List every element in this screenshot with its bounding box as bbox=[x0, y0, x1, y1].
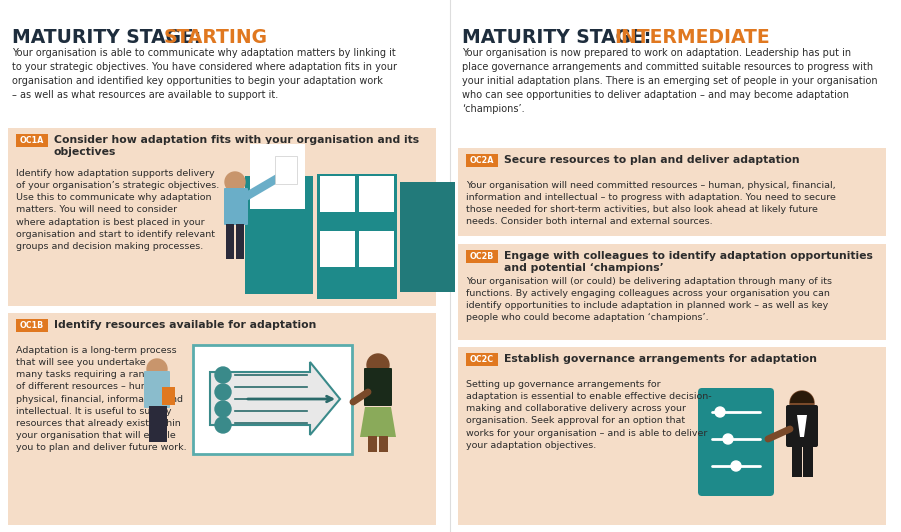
Circle shape bbox=[790, 391, 814, 415]
Text: Your organisation will (or could) be delivering adaptation through many of its
f: Your organisation will (or could) be del… bbox=[466, 277, 832, 322]
Circle shape bbox=[215, 384, 231, 400]
Bar bbox=[400, 182, 455, 292]
FancyBboxPatch shape bbox=[364, 368, 392, 406]
Bar bbox=[162, 387, 175, 405]
Bar bbox=[359, 176, 394, 212]
Bar bbox=[245, 176, 313, 294]
Circle shape bbox=[225, 172, 245, 192]
Text: Your organisation is able to communicate why adaptation matters by linking it
to: Your organisation is able to communicate… bbox=[12, 48, 397, 100]
Bar bbox=[458, 244, 886, 340]
Bar bbox=[466, 353, 498, 366]
Text: OC2A: OC2A bbox=[469, 156, 495, 165]
Bar bbox=[275, 156, 297, 184]
Bar bbox=[466, 250, 498, 263]
Text: INTERMEDIATE: INTERMEDIATE bbox=[614, 28, 769, 47]
Text: MATURITY STAGE:: MATURITY STAGE: bbox=[462, 28, 658, 47]
Circle shape bbox=[731, 461, 741, 471]
Text: Your organisation will need committed resources – human, physical, financial,
in: Your organisation will need committed re… bbox=[466, 181, 836, 227]
Bar bbox=[320, 231, 355, 267]
Text: OC2C: OC2C bbox=[470, 355, 494, 364]
FancyBboxPatch shape bbox=[193, 345, 352, 454]
Polygon shape bbox=[797, 415, 807, 437]
Text: Identify how adaptation supports delivery
of your organisation’s strategic objec: Identify how adaptation supports deliver… bbox=[16, 169, 219, 251]
Text: Engage with colleagues to identify adaptation opportunities
and potential ‘champ: Engage with colleagues to identify adapt… bbox=[504, 251, 873, 272]
FancyBboxPatch shape bbox=[224, 188, 248, 225]
Text: Adaptation is a long-term process
that will see you undertake
many tasks requiri: Adaptation is a long-term process that w… bbox=[16, 346, 187, 452]
Bar bbox=[379, 436, 388, 452]
Text: Consider how adaptation fits with your organisation and its
objectives: Consider how adaptation fits with your o… bbox=[54, 135, 419, 156]
Circle shape bbox=[215, 401, 231, 417]
FancyBboxPatch shape bbox=[786, 405, 818, 447]
FancyBboxPatch shape bbox=[144, 371, 170, 408]
Polygon shape bbox=[210, 362, 340, 435]
Circle shape bbox=[723, 434, 733, 444]
Bar bbox=[16, 134, 48, 147]
Polygon shape bbox=[360, 407, 396, 437]
Bar bbox=[320, 176, 355, 212]
Bar bbox=[250, 144, 305, 209]
Bar bbox=[359, 231, 394, 267]
Bar bbox=[458, 347, 886, 525]
Bar bbox=[8, 128, 436, 306]
Bar bbox=[149, 406, 158, 442]
Text: OC2B: OC2B bbox=[469, 252, 494, 261]
Wedge shape bbox=[790, 391, 814, 403]
FancyBboxPatch shape bbox=[698, 388, 774, 496]
Text: Setting up governance arrangements for
adaptation is essential to enable effecti: Setting up governance arrangements for a… bbox=[466, 380, 712, 450]
Circle shape bbox=[147, 359, 167, 379]
Circle shape bbox=[215, 367, 231, 383]
Bar bbox=[368, 436, 377, 452]
Bar bbox=[236, 224, 244, 259]
Text: Identify resources available for adaptation: Identify resources available for adaptat… bbox=[54, 320, 316, 330]
Bar bbox=[158, 406, 167, 442]
Text: OC1A: OC1A bbox=[20, 136, 44, 145]
Bar bbox=[226, 224, 234, 259]
Bar bbox=[317, 174, 397, 299]
Bar bbox=[16, 319, 48, 332]
Bar bbox=[792, 444, 802, 477]
Text: STARTING: STARTING bbox=[164, 28, 268, 47]
Bar bbox=[803, 444, 813, 477]
Text: Secure resources to plan and deliver adaptation: Secure resources to plan and deliver ada… bbox=[504, 155, 799, 165]
Bar bbox=[466, 154, 498, 167]
Circle shape bbox=[215, 417, 231, 433]
Bar bbox=[458, 148, 886, 236]
Circle shape bbox=[715, 407, 725, 417]
Text: OC1B: OC1B bbox=[20, 321, 44, 330]
Bar bbox=[8, 313, 436, 525]
Text: Establish governance arrangements for adaptation: Establish governance arrangements for ad… bbox=[504, 354, 817, 364]
Circle shape bbox=[367, 354, 389, 376]
Text: MATURITY STAGE:: MATURITY STAGE: bbox=[12, 28, 208, 47]
Text: Your organisation is now prepared to work on adaptation. Leadership has put in
p: Your organisation is now prepared to wor… bbox=[462, 48, 878, 114]
